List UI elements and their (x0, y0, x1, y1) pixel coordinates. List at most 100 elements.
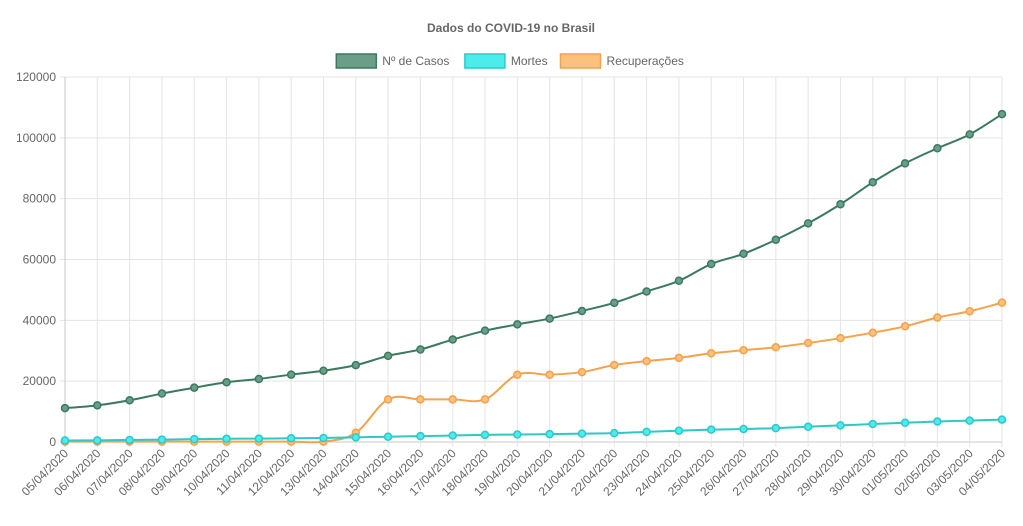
data-point[interactable] (189, 383, 199, 392)
data-point[interactable] (642, 427, 651, 437)
data-point[interactable] (351, 360, 361, 370)
legend-item[interactable]: Recuperações (559, 53, 684, 69)
data-point[interactable] (189, 434, 199, 444)
data-point[interactable] (965, 306, 974, 316)
data-point[interactable] (803, 422, 813, 431)
data-point[interactable] (383, 432, 393, 441)
data-point[interactable] (868, 419, 878, 429)
y-tick-label: 0 (49, 435, 56, 449)
data-point[interactable] (319, 366, 328, 375)
data-point[interactable] (642, 356, 651, 366)
series-line (64, 301, 1003, 444)
data-point[interactable] (900, 418, 910, 427)
data-point[interactable] (286, 434, 296, 443)
y-tick-label: 80000 (23, 192, 57, 206)
data-point[interactable] (706, 425, 716, 434)
data-point[interactable] (545, 370, 554, 379)
series-1 (60, 415, 1007, 445)
data-point[interactable] (513, 320, 522, 329)
data-point[interactable] (706, 349, 716, 358)
legend-label: Nº de Casos (382, 54, 449, 68)
data-point[interactable] (125, 435, 134, 445)
data-point[interactable] (254, 434, 264, 443)
legend: Nº de Casos Mortes Recuperações (335, 53, 684, 69)
data-point[interactable] (448, 395, 457, 404)
data-point[interactable] (319, 433, 328, 443)
data-point[interactable] (577, 429, 587, 438)
data-point[interactable] (642, 287, 651, 296)
data-point[interactable] (60, 436, 70, 445)
data-point[interactable] (739, 424, 748, 434)
data-point[interactable] (997, 298, 1007, 307)
chart-title: Dados do COVID-19 no Brasil (427, 21, 595, 35)
data-point[interactable] (771, 235, 781, 244)
data-point[interactable] (93, 401, 102, 410)
data-point[interactable] (674, 276, 684, 286)
legend-label: Recuperações (607, 54, 684, 68)
data-point[interactable] (93, 436, 102, 445)
data-point[interactable] (416, 395, 425, 404)
data-point[interactable] (610, 298, 619, 308)
data-point[interactable] (739, 346, 748, 355)
series-0 (60, 109, 1007, 413)
data-point[interactable] (448, 431, 457, 440)
y-axis: 0 20000 40000 60000 80000 100000 120000 (16, 70, 56, 449)
data-point[interactable] (157, 435, 167, 444)
data-point[interactable] (254, 374, 264, 384)
data-point[interactable] (577, 367, 587, 377)
data-point[interactable] (868, 178, 878, 187)
data-point[interactable] (513, 370, 522, 379)
data-point[interactable] (545, 429, 554, 439)
data-point[interactable] (933, 417, 942, 426)
data-point[interactable] (997, 415, 1007, 424)
data-point[interactable] (610, 428, 619, 438)
legend-item[interactable]: Mortes (464, 53, 548, 69)
legend-label: Mortes (511, 54, 548, 68)
x-axis: 05/04/202006/04/202007/04/202008/04/2020… (19, 446, 1009, 499)
data-point[interactable] (803, 338, 813, 348)
data-point[interactable] (351, 433, 361, 442)
data-point[interactable] (836, 200, 845, 209)
y-tick-label: 120000 (16, 70, 56, 84)
data-point[interactable] (933, 313, 942, 322)
data-point[interactable] (383, 395, 393, 404)
data-point[interactable] (545, 314, 554, 323)
data-point[interactable] (480, 326, 490, 335)
data-point[interactable] (416, 431, 425, 441)
data-point[interactable] (383, 351, 393, 361)
data-point[interactable] (157, 389, 167, 398)
data-point[interactable] (836, 333, 845, 343)
legend-swatch (464, 53, 506, 69)
y-tick-label: 60000 (23, 253, 57, 267)
data-point[interactable] (868, 328, 878, 337)
data-point[interactable] (513, 430, 522, 439)
data-point[interactable] (674, 426, 684, 435)
data-point[interactable] (900, 322, 910, 331)
data-point[interactable] (222, 378, 231, 387)
data-point[interactable] (674, 353, 684, 363)
legend-item[interactable]: Nº de Casos (335, 53, 449, 69)
data-point[interactable] (125, 396, 134, 405)
data-point[interactable] (900, 159, 910, 168)
data-point[interactable] (286, 370, 296, 379)
data-point[interactable] (771, 343, 781, 352)
data-point[interactable] (739, 249, 748, 259)
data-point[interactable] (416, 345, 425, 354)
data-point[interactable] (448, 335, 457, 344)
data-point[interactable] (480, 430, 490, 440)
data-point[interactable] (706, 259, 716, 269)
data-point[interactable] (60, 403, 70, 413)
data-point[interactable] (997, 109, 1007, 119)
data-point[interactable] (965, 416, 974, 425)
data-point[interactable] (965, 130, 974, 139)
data-point[interactable] (771, 423, 781, 433)
data-point[interactable] (933, 144, 942, 153)
data-point[interactable] (803, 219, 813, 228)
data-point[interactable] (480, 395, 490, 404)
data-point[interactable] (577, 306, 587, 316)
data-point[interactable] (610, 360, 619, 370)
data-point[interactable] (222, 434, 231, 444)
series-layer (60, 109, 1007, 446)
data-point[interactable] (836, 421, 845, 430)
